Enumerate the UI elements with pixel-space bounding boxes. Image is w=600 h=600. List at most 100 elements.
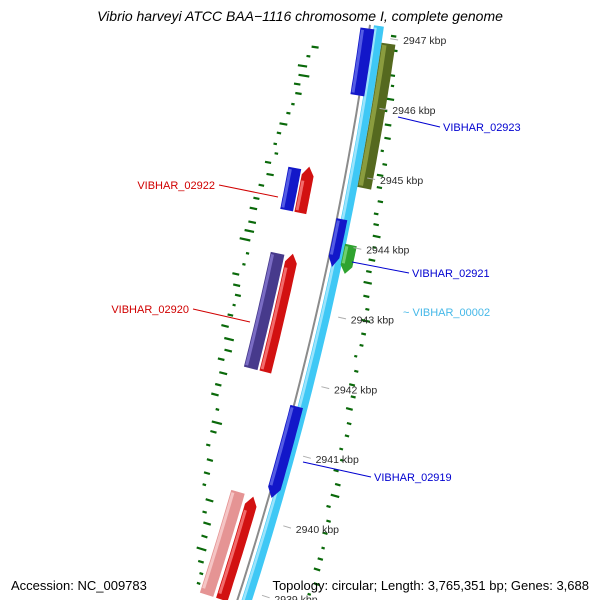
tick-label: 2942 kbp [334,384,377,396]
gc-plot-dash [372,234,381,239]
gc-plot-dash [344,434,350,438]
gene-label[interactable]: VIBHAR_02920 [111,304,189,316]
gc-plot-dash [361,318,371,323]
gc-plot-dash [384,123,392,127]
tick-mark [321,386,330,390]
gene-label[interactable]: VIBHAR_02919 [374,472,452,484]
gc-plot-dash [333,468,339,473]
gc-plot-dash [376,173,384,177]
gc-plot-dash [227,313,234,317]
gc-plot-dash [297,64,308,68]
gene-glyph-highlight [341,246,349,264]
gc-plot-dash [326,519,331,523]
gc-plot-dash [390,34,397,38]
tick-label: 2941 kbp [316,454,359,466]
gc-plot-dash [295,91,302,96]
gc-plot-dash [210,429,217,434]
gc-plot-dash [264,160,272,164]
gene-label[interactable]: VIBHAR_02923 [443,122,521,134]
gc-plot-dash [219,371,228,376]
tick-mark [261,594,270,599]
gene-glyph-highlight [295,180,305,211]
gc-plot-dash [286,111,291,115]
tick-label: 2945 kbp [380,175,423,187]
gc-plot-dash [221,324,229,328]
gc-plot-dash [330,493,340,499]
gc-plot-dash [205,443,211,447]
tick-mark [302,455,311,459]
gene-glyph-highlight [202,492,235,589]
tick-label: 2946 kbp [392,105,435,117]
ruler-line [236,24,371,600]
gc-plot-dash [203,521,212,526]
gc-plot-dash [313,567,321,572]
leader-line [302,461,372,478]
gc-plot-dash [339,458,344,462]
status-bar: Accession: NC_009783 Topology: circular;… [0,578,600,593]
gc-plot-dash [326,504,331,509]
gc-plot-dash [321,546,326,550]
gc-plot-dash [196,546,207,552]
gene-label[interactable]: VIBHAR_02921 [412,268,490,280]
gc-plot-dash [249,206,258,211]
gc-plot-dash [242,262,246,266]
gc-plot-dash [293,82,301,86]
gc-plot-dash [348,383,356,387]
gc-plot-dash [390,84,395,88]
ruler-tick-layer: 2947 kbp 2946 kbp 2945 kbp 2944 kbp 2943 kbp… [261,35,446,600]
gc-plot-dash [224,336,235,342]
label-layer: VIBHAR_02923 VIBHAR_02922 VIBHAR_02921 ~ VI… [111,116,521,484]
gc-plot-dash [202,510,208,514]
tick-mark [367,177,376,180]
gc-plot-dash [298,73,310,78]
gene-glyph-highlight [281,168,292,208]
gene-glyph[interactable] [328,218,348,267]
gc-plot-dash [224,348,233,353]
status-accession: Accession: NC_009783 [11,578,147,593]
gene-label[interactable]: VIBHAR_02922 [137,180,215,192]
gc-plot-dash [232,303,236,307]
gc-plot-dash [376,186,383,190]
gc-plot-dash [363,280,373,285]
gc-plot-dash [365,270,372,274]
gc-plot-dash [201,534,208,539]
gene-glyph-highlight [218,509,247,594]
tick-mark [283,525,292,529]
gene-glyph[interactable] [268,404,303,498]
gc-plot-dash [382,163,388,166]
gc-plot-dash [196,581,201,585]
gc-plot-dash [311,45,319,49]
gc-plot-dash [373,212,379,216]
gc-plot-dash [363,294,370,299]
gc-plot-dash [258,183,265,187]
gene-glyph-highlight [351,29,364,93]
gc-plot-dash [380,149,385,153]
gc-plot-dash [239,237,251,242]
gene-label[interactable]: ~ VIBHAR_00002 [403,307,490,319]
gc-plot-dash [211,420,223,426]
tick-label: 2940 kbp [296,524,339,536]
tick-mark [390,38,399,41]
gc-plot-dash [350,395,356,399]
gc-plot-dash [345,407,353,411]
gc-plot-dash [368,258,376,262]
gc-plot-dash [274,152,279,155]
gene-glyph-highlight [245,254,274,366]
gene-layer [199,27,396,600]
gene-glyph[interactable] [199,489,245,597]
tick-label: 2944 kbp [366,245,409,257]
tick-label: 2939 kbp [274,594,317,600]
gc-plot-dash [232,272,240,276]
gene-glyph-highlight [358,44,387,186]
gc-plot-dash [245,251,250,255]
gc-plot-dash [317,557,324,561]
status-summary: Topology: circular; Length: 3,765,351 bp… [272,578,589,593]
gc-plot-dash [307,592,312,596]
gc-plot-dash [313,582,320,587]
gc-plot-dash [215,407,220,411]
gc-plot-dash [339,447,344,451]
gc-plot-dash [253,196,260,200]
gc-plot-dash [346,421,352,426]
